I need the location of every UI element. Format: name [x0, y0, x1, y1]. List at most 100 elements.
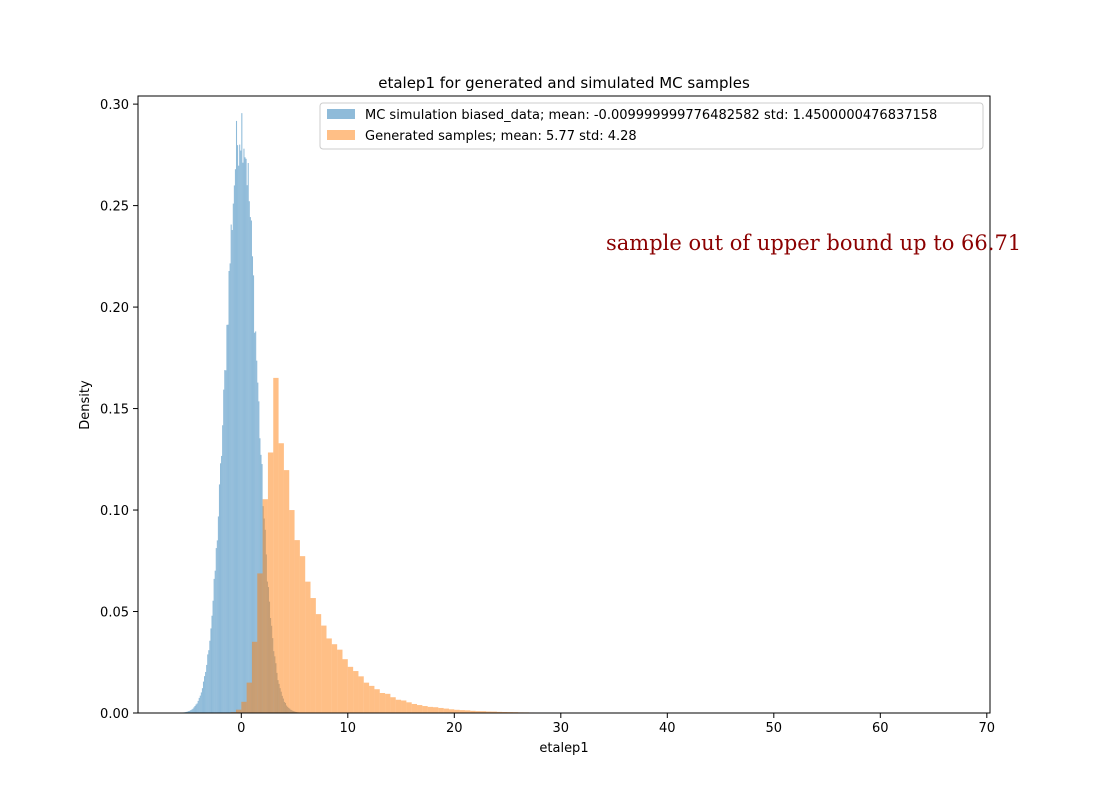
histogram-bar-generated-samples — [251, 641, 258, 713]
histogram-bar-generated-samples — [235, 709, 242, 713]
histogram-bar-mc-simulation — [255, 331, 257, 713]
histogram-bar-mc-simulation — [206, 664, 208, 713]
histogram-bar-generated-samples — [262, 499, 268, 713]
histogram-bar-mc-simulation — [247, 163, 249, 713]
histogram-bar-mc-simulation — [207, 654, 209, 713]
x-tick-label: 40 — [659, 721, 676, 736]
chart-title: etalep1 for generated and simulated MC s… — [378, 74, 750, 92]
histogram-bar-mc-simulation — [254, 332, 256, 713]
histogram-bar-mc-simulation — [188, 711, 190, 713]
histogram-bar-mc-simulation — [232, 203, 234, 713]
x-tick-label: 70 — [979, 721, 996, 736]
x-tick-label: 10 — [340, 721, 357, 736]
histogram-bar-generated-samples — [363, 682, 370, 713]
histogram-bar-generated-samples — [369, 685, 375, 713]
histogram-bar-mc-simulation — [193, 707, 195, 713]
histogram-bar-mc-simulation — [218, 484, 221, 713]
histogram-bar-mc-simulation — [212, 600, 214, 713]
histogram-bar-generated-samples — [401, 700, 407, 713]
histogram-bar-mc-simulation — [251, 256, 254, 713]
histogram-bar-generated-samples — [406, 702, 412, 713]
histogram-bar-generated-samples — [374, 689, 380, 713]
histogram-bar-mc-simulation — [224, 370, 226, 713]
legend: MC simulation biased_data; mean: -0.0099… — [319, 102, 984, 150]
histogram-bar-generated-samples — [464, 710, 471, 713]
histogram-bar-generated-samples — [278, 443, 284, 713]
histogram-bar-mc-simulation — [222, 425, 224, 713]
histogram-bar-mc-simulation — [244, 157, 246, 713]
histogram-bar-mc-simulation — [197, 700, 199, 713]
histogram-bar-mc-simulation — [248, 201, 250, 714]
histogram-bar-mc-simulation — [202, 681, 205, 713]
histogram-bar-generated-samples — [395, 699, 402, 713]
histogram-bar-mc-simulation — [256, 360, 258, 713]
histogram-bar-mc-simulation — [185, 711, 187, 713]
histogram-bar-mc-simulation — [227, 324, 229, 713]
histogram-bar-mc-simulation — [191, 709, 193, 713]
histogram-bar-generated-samples — [305, 581, 311, 713]
histogram-bar-mc-simulation — [215, 548, 217, 713]
x-tick-label: 50 — [766, 721, 783, 736]
histogram-bar-mc-simulation — [200, 692, 202, 713]
y-axis-label: Density — [78, 380, 93, 430]
histogram-bar-mc-simulation — [226, 324, 228, 713]
x-tick-label: 60 — [872, 721, 889, 736]
plot-frame — [137, 95, 991, 714]
histogram-bar-mc-simulation — [249, 217, 251, 713]
histogram-bar-mc-simulation — [211, 615, 213, 713]
histogram-bar-mc-simulation — [216, 540, 218, 713]
y-tick-label: 0.05 — [100, 606, 129, 621]
histogram-bar-mc-simulation — [233, 185, 235, 713]
histogram-bar-generated-samples — [475, 711, 481, 713]
histogram-bar-mc-simulation — [229, 263, 231, 713]
legend-label-mc-simulation: MC simulation biased_data; mean: -0.0099… — [365, 108, 937, 123]
histogram-bar-generated-samples — [358, 676, 364, 713]
histogram-bar-mc-simulation — [228, 271, 230, 713]
histogram-bar-mc-simulation — [194, 706, 196, 713]
annotation-text: sample out of upper bound up to 66.71 — [606, 231, 1021, 255]
histogram-bar-mc-simulation — [192, 708, 194, 713]
y-tick-label: 0.25 — [100, 200, 129, 215]
histogram-bar-generated-samples — [331, 644, 338, 713]
histogram-bar-mc-simulation — [257, 382, 259, 713]
histogram-bar-mc-simulation — [208, 650, 210, 713]
y-axis: 0.00 0.05 0.10 0.15 0.20 0.25 0.30 — [100, 98, 138, 722]
histogram-bar-mc-simulation — [241, 113, 243, 713]
histogram-bar-mc-simulation — [205, 671, 207, 713]
histogram-bar-generated-samples — [480, 711, 487, 713]
histogram-bar-mc-simulation — [237, 145, 239, 713]
histogram-bar-generated-samples — [491, 711, 497, 713]
histogram-bar-mc-simulation — [189, 710, 191, 713]
histogram-bar-mc-simulation — [225, 370, 227, 713]
histogram-bar-mc-simulation — [231, 230, 233, 713]
histogram-bar-mc-simulation — [213, 578, 215, 713]
x-tick-label: 0 — [237, 721, 245, 736]
histogram-bar-generated-samples — [347, 666, 354, 713]
histogram-bar-generated-samples — [427, 706, 434, 713]
histogram-bar-mc-simulation — [238, 165, 240, 714]
legend-swatch-mc-simulation — [327, 109, 355, 119]
bars-layer — [182, 113, 540, 714]
y-tick-label: 0.15 — [100, 403, 129, 418]
histogram-bar-generated-samples — [448, 709, 455, 713]
histogram-bar-mc-simulation — [201, 688, 203, 713]
histogram-bar-mc-simulation — [195, 704, 197, 713]
histogram-bar-generated-samples — [486, 711, 492, 713]
histogram-bar-generated-samples — [411, 703, 418, 713]
x-axis-label: etalep1 — [539, 741, 588, 756]
histogram-bar-generated-samples — [310, 598, 316, 713]
histogram-bar-generated-samples — [379, 693, 386, 713]
histogram-bar-generated-samples — [417, 705, 423, 713]
y-tick-label: 0.10 — [100, 504, 129, 519]
histogram-bar-generated-samples — [246, 682, 252, 713]
histogram-bar-mc-simulation — [246, 185, 248, 713]
histogram-bar-generated-samples — [294, 540, 300, 713]
legend-label-generated-samples: Generated samples; mean: 5.77 std: 4.28 — [365, 129, 637, 144]
legend-swatch-generated-samples — [327, 130, 355, 140]
histogram-bar-generated-samples — [283, 470, 290, 713]
histogram-bar-generated-samples — [299, 556, 306, 713]
histogram-bar-mc-simulation — [253, 275, 255, 713]
histogram-bar-generated-samples — [315, 614, 322, 713]
histogram-bar-generated-samples — [353, 671, 359, 713]
